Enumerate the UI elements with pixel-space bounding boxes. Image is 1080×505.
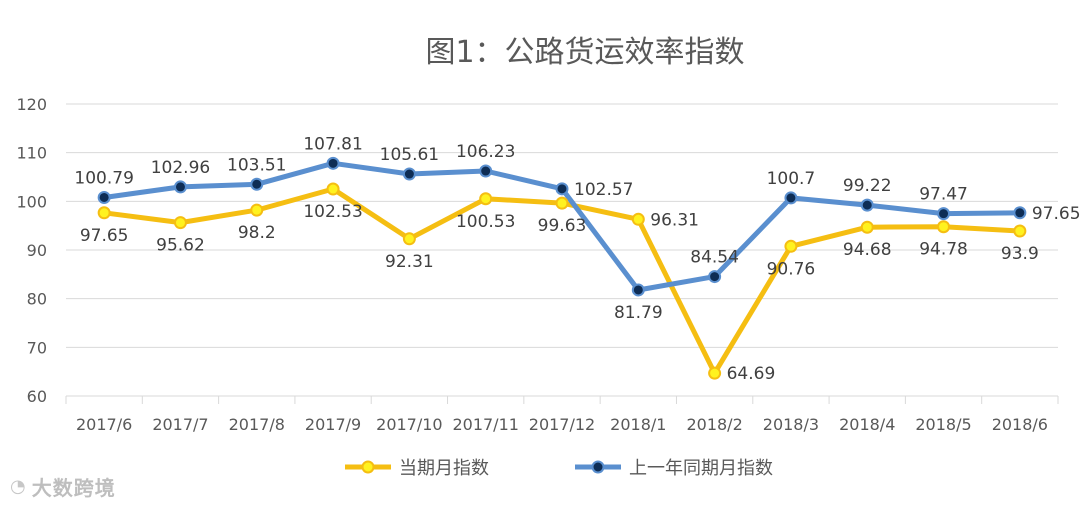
- x-tick-label: 2018/1: [610, 415, 666, 434]
- data-label: 106.23: [456, 142, 515, 162]
- y-tick-label: 120: [16, 95, 47, 114]
- watermark: ◔ 大数跨境: [10, 472, 116, 501]
- x-tick-label: 2017/8: [229, 415, 285, 434]
- prior-year-month-index-point: [479, 164, 493, 178]
- data-label: 93.9: [1001, 244, 1039, 264]
- x-tick-label: 2017/10: [376, 415, 442, 434]
- prior-year-month-index-point: [326, 156, 340, 170]
- data-label: 84.54: [690, 248, 739, 268]
- legend-label: 当期月指数: [399, 458, 489, 479]
- legend-swatch-marker: [591, 460, 605, 474]
- data-label: 98.2: [238, 223, 276, 243]
- data-label: 102.53: [303, 202, 362, 222]
- legend-label: 上一年同期月指数: [629, 458, 773, 479]
- data-label: 94.68: [843, 240, 892, 260]
- legend-swatch-marker: [361, 460, 375, 474]
- data-label: 100.53: [456, 212, 515, 232]
- data-label: 100.79: [74, 168, 133, 188]
- current-month-index-point: [97, 206, 111, 220]
- prior-year-month-index-point: [555, 182, 569, 196]
- x-tick-label: 2017/11: [452, 415, 518, 434]
- data-label: 99.22: [843, 176, 892, 196]
- y-tick-label: 60: [27, 387, 47, 406]
- prior-year-month-index-point: [250, 177, 264, 191]
- current-month-index-point: [173, 216, 187, 230]
- y-tick-label: 70: [27, 338, 47, 357]
- data-label: 92.31: [385, 252, 434, 272]
- y-tick-label: 100: [16, 192, 47, 211]
- prior-year-month-index-point: [402, 167, 416, 181]
- data-label: 90.76: [767, 259, 816, 279]
- data-label: 95.62: [156, 236, 205, 256]
- data-label: 97.65: [1032, 204, 1080, 224]
- y-tick-label: 90: [27, 241, 47, 260]
- weibo-logo-icon: ◔: [10, 476, 26, 497]
- data-label: 81.79: [614, 303, 663, 323]
- prior-year-month-index-point: [860, 198, 874, 212]
- current-month-index-point: [250, 203, 264, 217]
- x-tick-label: 2018/4: [839, 415, 895, 434]
- x-tick-label: 2018/5: [915, 415, 971, 434]
- current-month-index-point: [860, 220, 874, 234]
- prior-year-month-index-point: [784, 191, 798, 205]
- data-label: 102.96: [151, 158, 210, 178]
- prior-year-month-index-point: [97, 190, 111, 204]
- prior-year-month-index-point: [1013, 206, 1027, 220]
- prior-year-month-index-point: [631, 283, 645, 297]
- data-label: 97.47: [919, 185, 968, 205]
- data-label: 97.65: [80, 226, 129, 246]
- watermark-text: 大数跨境: [31, 476, 116, 500]
- prior-year-month-index-point: [937, 207, 951, 221]
- current-month-index-point: [326, 182, 340, 196]
- x-tick-label: 2017/6: [76, 415, 132, 434]
- data-label: 99.63: [538, 216, 587, 236]
- current-month-index-point: [708, 366, 722, 380]
- y-tick-label: 110: [16, 144, 47, 163]
- current-month-index-point: [1013, 224, 1027, 238]
- current-month-index-point: [555, 196, 569, 210]
- x-tick-label: 2018/3: [763, 415, 819, 434]
- prior-year-month-index-point: [173, 180, 187, 194]
- data-label: 96.31: [650, 210, 699, 230]
- data-label: 105.61: [380, 145, 439, 165]
- y-tick-label: 80: [27, 290, 47, 309]
- current-month-index-point: [937, 220, 951, 234]
- x-tick-label: 2017/12: [529, 415, 595, 434]
- chart-title: 图1：公路货运效率指数: [425, 35, 744, 70]
- data-label: 107.81: [303, 134, 362, 154]
- current-month-index-point: [402, 232, 416, 246]
- data-label: 64.69: [727, 364, 776, 384]
- current-month-index-point: [479, 192, 493, 206]
- data-label: 102.57: [574, 180, 633, 200]
- prior-year-month-index-point: [708, 270, 722, 284]
- current-month-index-point: [631, 212, 645, 226]
- data-label: 100.7: [767, 169, 816, 189]
- data-label: 94.78: [919, 240, 968, 260]
- x-tick-label: 2018/6: [992, 415, 1048, 434]
- x-tick-label: 2018/2: [686, 415, 742, 434]
- x-tick-label: 2017/7: [152, 415, 208, 434]
- x-tick-label: 2017/9: [305, 415, 361, 434]
- data-label: 103.51: [227, 155, 286, 175]
- current-month-index-point: [784, 239, 798, 253]
